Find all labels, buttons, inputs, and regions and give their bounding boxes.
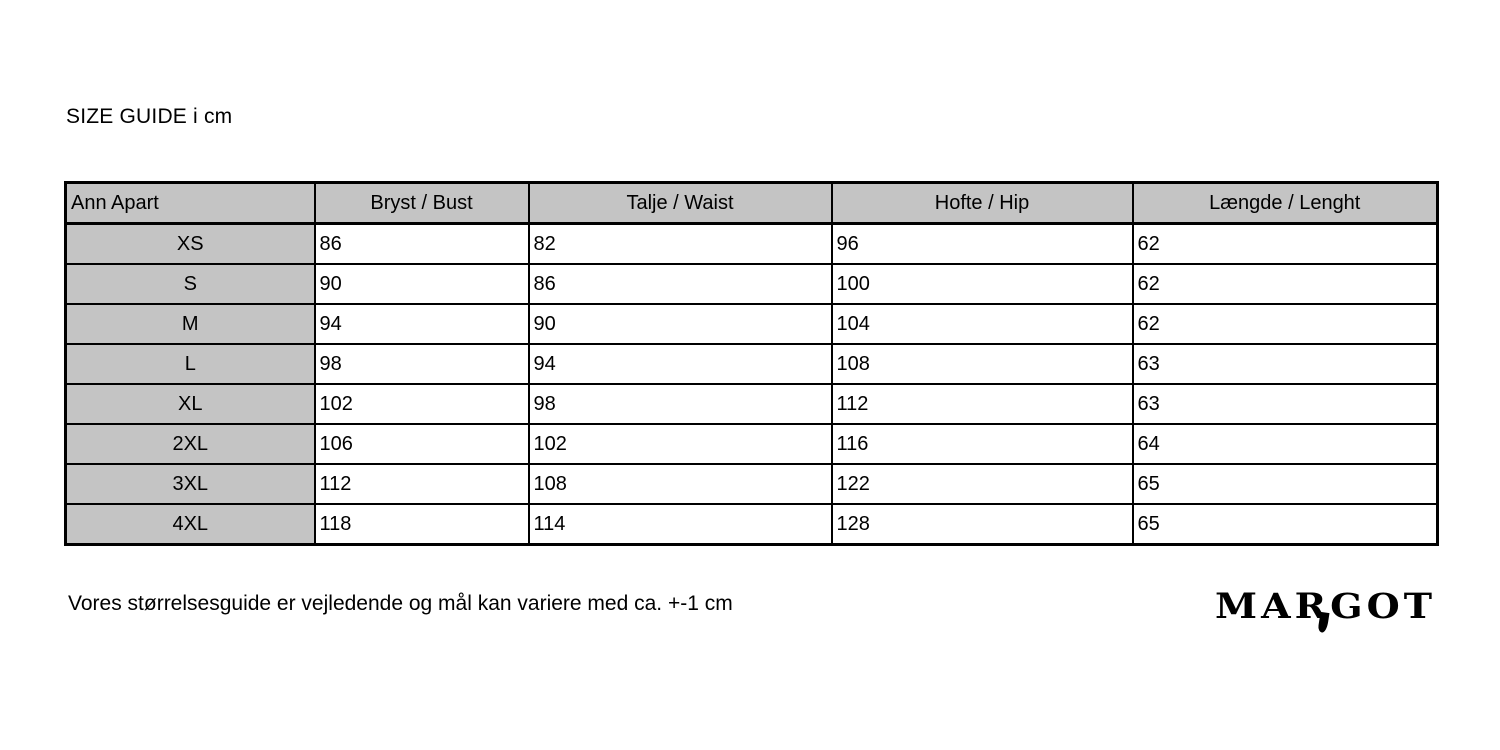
table-row: 2XL 106 102 116 64	[64, 423, 1439, 465]
size-guide-table: Ann Apart Bryst / Bust Talje / Waist Hof…	[64, 181, 1439, 546]
measurement-cell: 63	[1131, 383, 1439, 425]
logo-text-start: MA	[1215, 584, 1295, 627]
measurement-cell: 86	[313, 222, 530, 265]
measurement-cell: 102	[527, 423, 833, 465]
size-label: XS	[64, 222, 316, 265]
measurement-cell: 65	[1131, 503, 1439, 546]
margot-logo: MARGOT	[1215, 585, 1436, 626]
page-title: SIZE GUIDE i cm	[66, 105, 233, 128]
size-label: M	[64, 303, 316, 345]
measurement-cell: 116	[830, 423, 1134, 465]
size-label: L	[64, 343, 316, 385]
column-header-length: Længde / Lenght	[1131, 181, 1439, 225]
column-header-waist: Talje / Waist	[527, 181, 833, 225]
column-header-hip: Hofte / Hip	[830, 181, 1134, 225]
table-row: XS 86 82 96 62	[64, 222, 1439, 265]
measurement-cell: 118	[313, 503, 530, 546]
column-header-bust: Bryst / Bust	[313, 181, 530, 225]
measurement-cell: 62	[1131, 222, 1439, 265]
size-label: 4XL	[64, 503, 316, 546]
measurement-cell: 112	[830, 383, 1134, 425]
measurement-cell: 96	[830, 222, 1134, 265]
measurement-cell: 90	[313, 263, 530, 305]
size-table-body: XS 86 82 96 62 S 90 86 100 62 M 94 90 10…	[64, 222, 1439, 546]
measurement-cell: 100	[830, 263, 1134, 305]
measurement-cell: 98	[527, 383, 833, 425]
measurement-cell: 104	[830, 303, 1134, 345]
measurement-cell: 63	[1131, 343, 1439, 385]
measurement-cell: 65	[1131, 463, 1439, 505]
measurement-cell: 122	[830, 463, 1134, 505]
measurement-cell: 114	[527, 503, 833, 546]
logo-letter-r: R	[1294, 584, 1331, 627]
table-row: L 98 94 108 63	[64, 343, 1439, 385]
size-label: S	[64, 263, 316, 305]
measurement-cell: 90	[527, 303, 833, 345]
table-row: S 90 86 100 62	[64, 263, 1439, 305]
table-row: XL 102 98 112 63	[64, 383, 1439, 425]
table-row: 3XL 112 108 122 65	[64, 463, 1439, 505]
measurement-cell: 106	[313, 423, 530, 465]
measurement-cell: 94	[313, 303, 530, 345]
table-row: 4XL 118 114 128 65	[64, 503, 1439, 546]
measurement-cell: 62	[1131, 263, 1439, 305]
logo-text-end: GOT	[1330, 584, 1436, 627]
measurement-cell: 98	[313, 343, 530, 385]
measurement-cell: 94	[527, 343, 833, 385]
measurement-cell: 112	[313, 463, 530, 505]
size-label: XL	[64, 383, 316, 425]
table-row: M 94 90 104 62	[64, 303, 1439, 345]
measurement-cell: 108	[527, 463, 833, 505]
measurement-cell: 108	[830, 343, 1134, 385]
measurement-cell: 62	[1131, 303, 1439, 345]
size-label: 3XL	[64, 463, 316, 505]
measurement-cell: 64	[1131, 423, 1439, 465]
measurement-cell: 82	[527, 222, 833, 265]
table-header-row: Ann Apart Bryst / Bust Talje / Waist Hof…	[64, 181, 1439, 225]
measurement-cell: 86	[527, 263, 833, 305]
disclaimer-note: Vores størrelsesguide er vejledende og m…	[68, 592, 733, 615]
measurement-cell: 102	[313, 383, 530, 425]
brand-header-cell: Ann Apart	[64, 181, 316, 225]
measurement-cell: 128	[830, 503, 1134, 546]
size-label: 2XL	[64, 423, 316, 465]
